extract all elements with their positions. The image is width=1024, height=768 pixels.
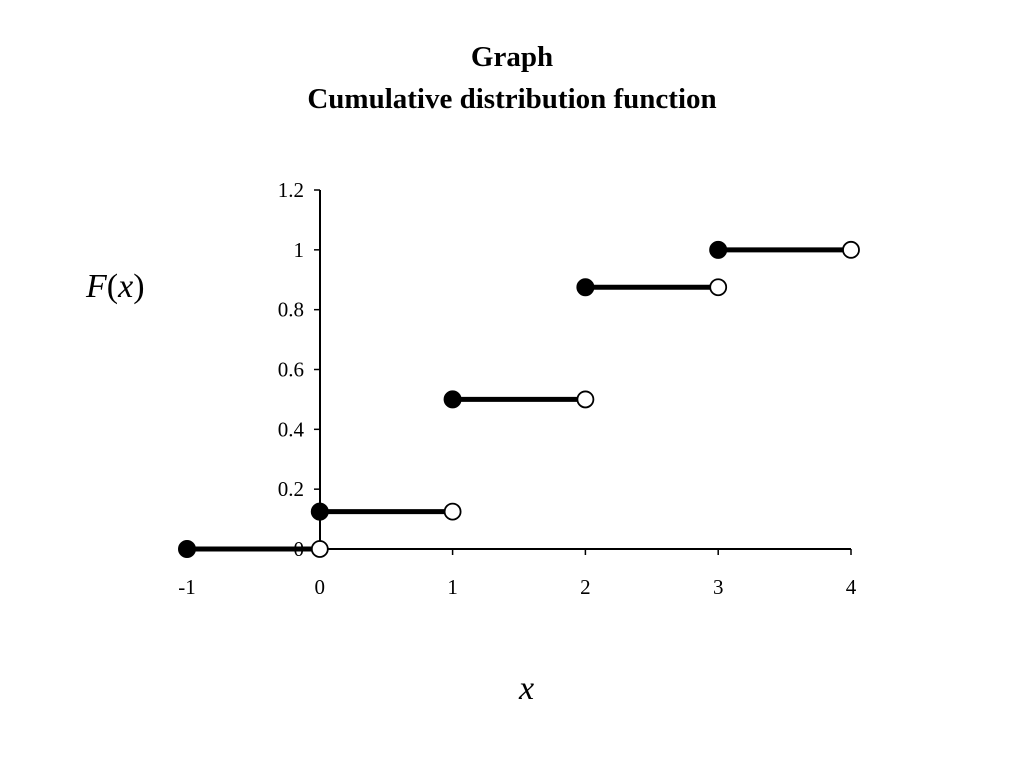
y-tick-label: 1 <box>294 238 305 262</box>
closed-point <box>443 390 462 409</box>
chart-segments <box>187 247 851 552</box>
open-point <box>842 240 860 259</box>
y-tick-label: 0.2 <box>278 477 304 501</box>
closed-point <box>310 502 329 521</box>
y-axis-label: F(x) <box>86 268 145 305</box>
closed-point <box>709 240 728 259</box>
y-tick-label: 0.6 <box>278 358 304 382</box>
open-point <box>443 502 462 521</box>
x-tick-label: -1 <box>178 575 196 599</box>
y-tick-label: 0.4 <box>278 417 305 441</box>
open-point <box>310 540 329 558</box>
x-axis-label: x <box>519 670 535 707</box>
open-point <box>576 390 595 409</box>
chart-subtitle: Cumulative distribution function <box>307 83 717 115</box>
closed-point <box>576 278 595 297</box>
open-point <box>709 278 728 297</box>
y-axis-label-function: F <box>86 268 107 305</box>
x-tick-label: 0 <box>315 575 326 599</box>
y-tick-label: 0.8 <box>278 298 304 322</box>
x-tick-label: 2 <box>580 575 591 599</box>
chart-title: Graph <box>470 41 554 73</box>
y-axis-label-arg: x <box>118 268 134 305</box>
chart-ticks: -10123400.20.40.60.811.2 <box>178 178 857 599</box>
x-tick-label: 1 <box>447 575 458 599</box>
y-tick-label: 1.2 <box>278 178 304 202</box>
chart-points <box>178 240 860 558</box>
x-tick-label: 4 <box>846 575 857 599</box>
closed-point <box>178 540 196 558</box>
x-tick-label: 3 <box>713 575 724 599</box>
